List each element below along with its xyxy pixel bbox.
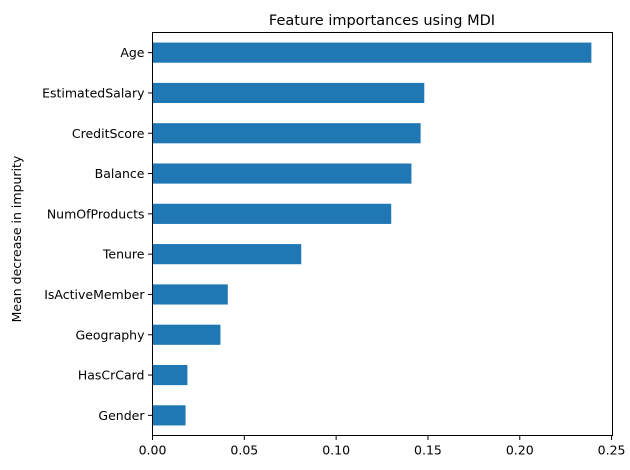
x-tick-label: 0.20	[506, 443, 534, 458]
bar-tenure	[152, 244, 302, 265]
bar-hascrcard	[152, 364, 188, 386]
y-tick-label-geography: Geography	[75, 327, 145, 342]
x-tick-label: 0.00	[139, 443, 167, 458]
bar-estimatedsalary	[152, 82, 425, 104]
y-tick-label-gender: Gender	[98, 408, 145, 423]
x-tick-label: 0.15	[414, 443, 442, 458]
y-axis-label: Mean decrease in impurity	[9, 155, 24, 322]
y-axis-ticks: Gender HasCrCard Geography IsActiveMember Te…	[42, 45, 153, 423]
y-tick-label-hascrcard: HasCrCard	[78, 368, 145, 383]
bars-group	[152, 42, 592, 426]
bar-numofproducts	[152, 203, 392, 224]
bar-isactivemember	[152, 284, 228, 305]
x-tick-label: 0.25	[598, 443, 626, 458]
y-tick-label-numofproducts: NumOfProducts	[47, 206, 145, 221]
bar-creditscore	[152, 123, 421, 144]
y-tick-label-balance: Balance	[95, 166, 145, 181]
x-tick-label: 0.10	[322, 443, 350, 458]
y-tick-label-estimatedsalary: EstimatedSalary	[42, 85, 145, 100]
bar-gender	[152, 405, 186, 426]
chart-title: Feature importances using MDI	[269, 13, 495, 29]
y-tick-label-creditscore: CreditScore	[72, 126, 145, 141]
y-tick-label-age: Age	[120, 45, 144, 60]
y-tick-label-isactivemember: IsActiveMember	[44, 287, 145, 302]
plot-frame	[152, 32, 613, 436]
bar-balance	[152, 163, 412, 184]
x-axis-ticks: 0.00 0.05 0.10 0.15 0.20 0.25	[139, 435, 626, 458]
bar-geography	[152, 324, 221, 345]
bar-age	[152, 42, 592, 63]
y-tick-label-tenure: Tenure	[102, 247, 145, 262]
x-tick-label: 0.05	[230, 443, 258, 458]
